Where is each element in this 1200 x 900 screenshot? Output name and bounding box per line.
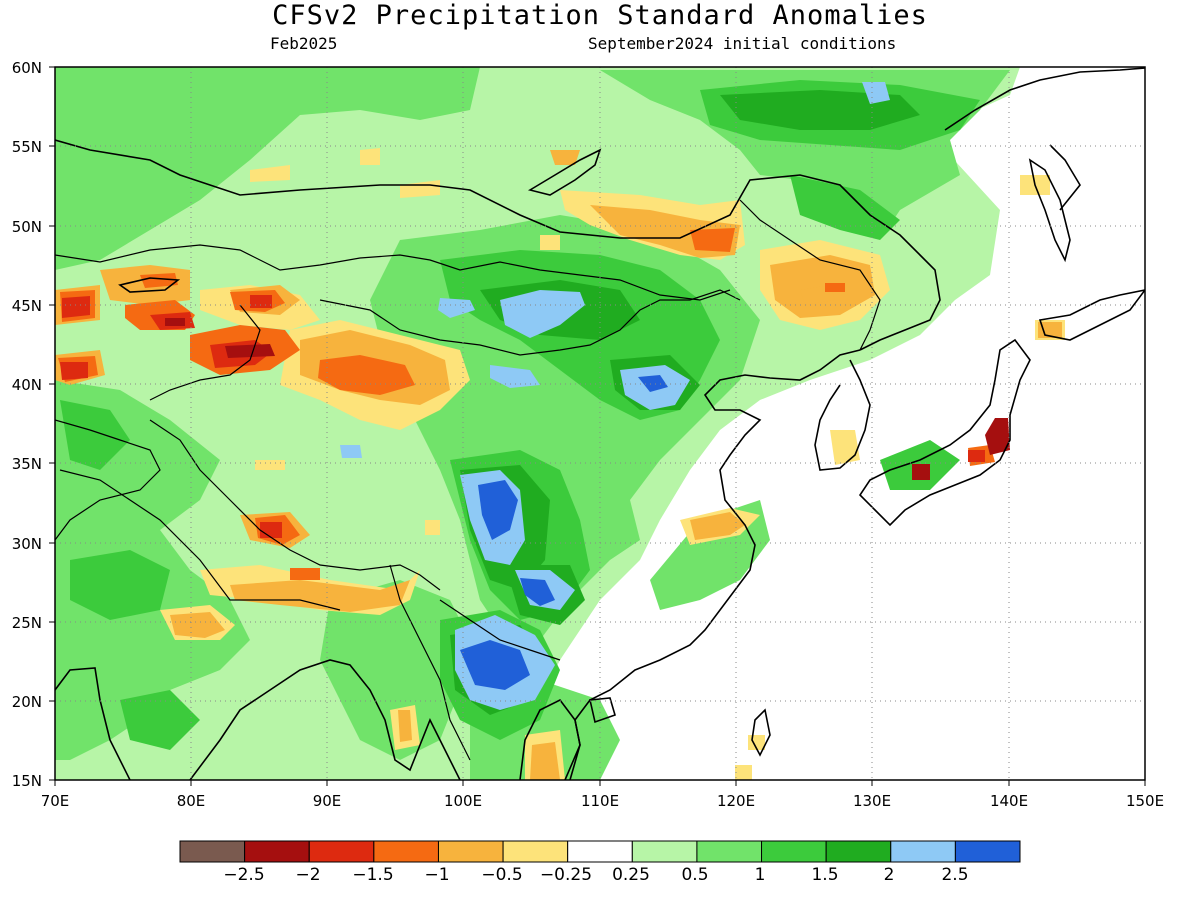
- colorbar-label: −0.5: [481, 865, 522, 885]
- colorbar-swatch: [825, 840, 892, 863]
- colorbar-swatch: [244, 840, 310, 863]
- colorbar-label: −2.5: [223, 865, 264, 885]
- coast-okhotsk: [944, 67, 1145, 131]
- valid-month-label: Feb2025: [270, 34, 338, 53]
- colorbar-label: 0.5: [681, 865, 708, 885]
- lake-balkhash: [118, 277, 181, 293]
- graticule: [55, 67, 1145, 780]
- coast-indochina: [519, 698, 581, 780]
- lat-label: 35N: [12, 455, 42, 473]
- coast-east-asia: [564, 349, 861, 780]
- coast-bay-of-bengal: [189, 659, 461, 780]
- lat-label: 25N: [12, 614, 42, 632]
- coast-japan-honshu: [858, 338, 1031, 527]
- border-china-russia-ne: [739, 199, 881, 351]
- lon-label: 120E: [717, 792, 755, 810]
- lat-label: 20N: [12, 693, 42, 711]
- coast-korea: [814, 359, 871, 471]
- lon-label: 130E: [853, 792, 891, 810]
- colorbar-label: −0.25: [540, 865, 592, 885]
- colorbar-label: 1.5: [811, 865, 838, 885]
- colorbar-label: 2: [884, 865, 895, 885]
- lat-label: 45N: [12, 297, 42, 315]
- border-mongolia-china: [319, 289, 741, 356]
- axis-ticks: [49, 66, 1146, 786]
- colorbar-swatch: [308, 840, 375, 863]
- lat-label: 15N: [12, 772, 42, 790]
- colorbar-label: 1: [755, 865, 766, 885]
- lake-baikal: [527, 148, 602, 196]
- border-russia-kazakhstan-mongolia: [55, 244, 731, 301]
- lat-label: 60N: [12, 59, 42, 77]
- wet-anomaly-max-dark-blue: [460, 375, 668, 690]
- colorbar-swatch: [696, 840, 763, 863]
- lon-label: 150E: [1126, 792, 1164, 810]
- lat-label: 40N: [12, 376, 42, 394]
- anomaly-fields: [55, 67, 1065, 780]
- colorbar-swatch: [437, 840, 504, 863]
- longitude-labels: 70E 80E 90E 100E 110E 120E 130E 140E 150…: [41, 792, 1164, 810]
- coast-sakhalin: [1028, 158, 1071, 263]
- lon-label: 90E: [313, 792, 342, 810]
- border-himalaya: [149, 419, 441, 591]
- lat-label: 30N: [12, 535, 42, 553]
- colorbar-swatch: [890, 840, 956, 863]
- colorbar-labels: −2.5 −2 −1.5 −1 −0.5 −0.25 0.25 0.5 1 1.…: [223, 865, 968, 885]
- map-title: CFSv2 Precipitation Standard Anomalies: [272, 0, 928, 31]
- colorbar-label: −1: [424, 865, 449, 885]
- colorbar: [179, 840, 1021, 863]
- lat-label: 55N: [12, 138, 42, 156]
- border-china-indochina: [439, 599, 561, 661]
- colorbar-swatch: [179, 840, 246, 863]
- colorbar-label: 2.5: [941, 865, 968, 885]
- lon-label: 80E: [177, 792, 206, 810]
- lon-label: 140E: [990, 792, 1028, 810]
- coast-hainan: [589, 697, 616, 724]
- coast-japan-hokkaido: [1038, 289, 1145, 341]
- colorbar-swatch: [567, 840, 633, 863]
- border-myanmar: [389, 564, 471, 761]
- dry-anomaly-extreme: [165, 318, 1010, 480]
- colorbar-label: −2: [295, 865, 320, 885]
- border-india-north: [59, 469, 341, 611]
- border-central-asia: [55, 419, 161, 541]
- init-conditions-label: September2024 initial conditions: [588, 34, 897, 53]
- lat-label: 50N: [12, 218, 42, 236]
- country-borders: [55, 199, 881, 761]
- coast-india: [55, 667, 131, 780]
- colorbar-label: −1.5: [352, 865, 393, 885]
- coast-taiwan: [751, 708, 771, 757]
- colorbar-swatch: [373, 840, 439, 863]
- latitude-labels: 60N 55N 50N 45N 40N 35N 30N 25N 20N 15N: [12, 59, 42, 790]
- lon-label: 110E: [581, 792, 619, 810]
- colorbar-label: 0.25: [612, 865, 650, 885]
- colorbar-swatch: [954, 840, 1021, 863]
- colorbar-swatch: [502, 840, 569, 863]
- coast-kamchatka-west: [1049, 144, 1081, 211]
- colorbar-swatch: [631, 840, 698, 863]
- lon-label: 70E: [41, 792, 70, 810]
- colorbar-swatch: [761, 840, 827, 863]
- lon-label: 100E: [444, 792, 482, 810]
- border-china-kazakh: [149, 304, 261, 401]
